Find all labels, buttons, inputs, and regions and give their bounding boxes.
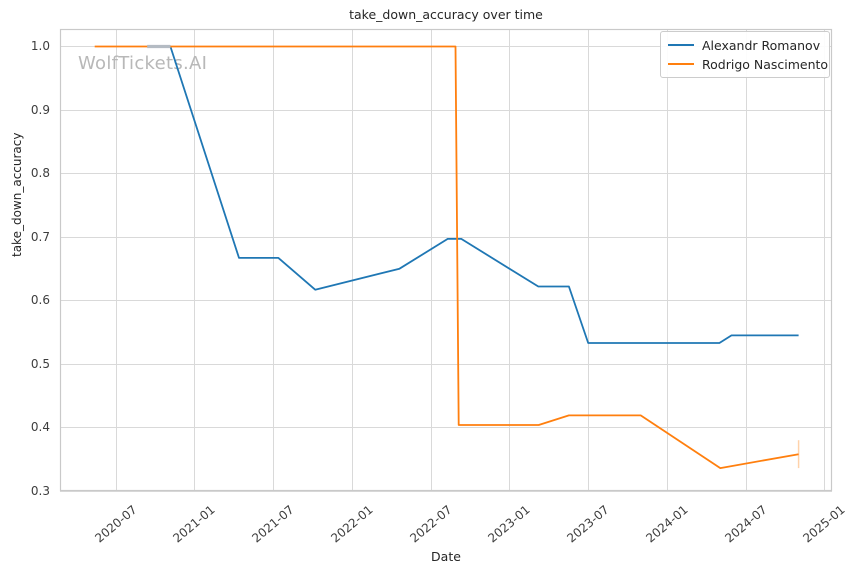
- legend-line-swatch: [668, 44, 694, 46]
- gridlines: [60, 29, 832, 492]
- legend-line-swatch: [668, 63, 694, 65]
- series-lines: [94, 44, 800, 470]
- y-tick-label: 0.3: [30, 484, 50, 498]
- legend-label: Rodrigo Nascimento: [702, 56, 829, 72]
- y-tick-label: 0.5: [30, 356, 50, 371]
- series-line-rodrigo-nascimento: [94, 45, 799, 470]
- legend: Alexandr Romanov Rodrigo Nascimento: [660, 31, 830, 78]
- legend-item: Rodrigo Nascimento: [668, 56, 828, 72]
- y-tick-label: 0.8: [30, 166, 50, 181]
- y-tick-label: 0.9: [30, 102, 50, 117]
- legend-label: Alexandr Romanov: [702, 37, 821, 53]
- series-line-alexandr-romanov: [147, 45, 799, 344]
- x-axis-label: Date: [431, 549, 461, 564]
- y-tick-label: 0.4: [30, 420, 50, 435]
- chart-title: take_down_accuracy over time: [349, 7, 543, 22]
- y-tick-label: 1.0: [30, 39, 50, 54]
- y-tick-label: 0.6: [30, 293, 50, 308]
- watermark: WolfTickets.AI: [78, 53, 207, 74]
- y-tick-label: 0.7: [30, 229, 50, 244]
- plot-area-border: [59, 28, 833, 492]
- legend-item: Alexandr Romanov: [668, 37, 820, 53]
